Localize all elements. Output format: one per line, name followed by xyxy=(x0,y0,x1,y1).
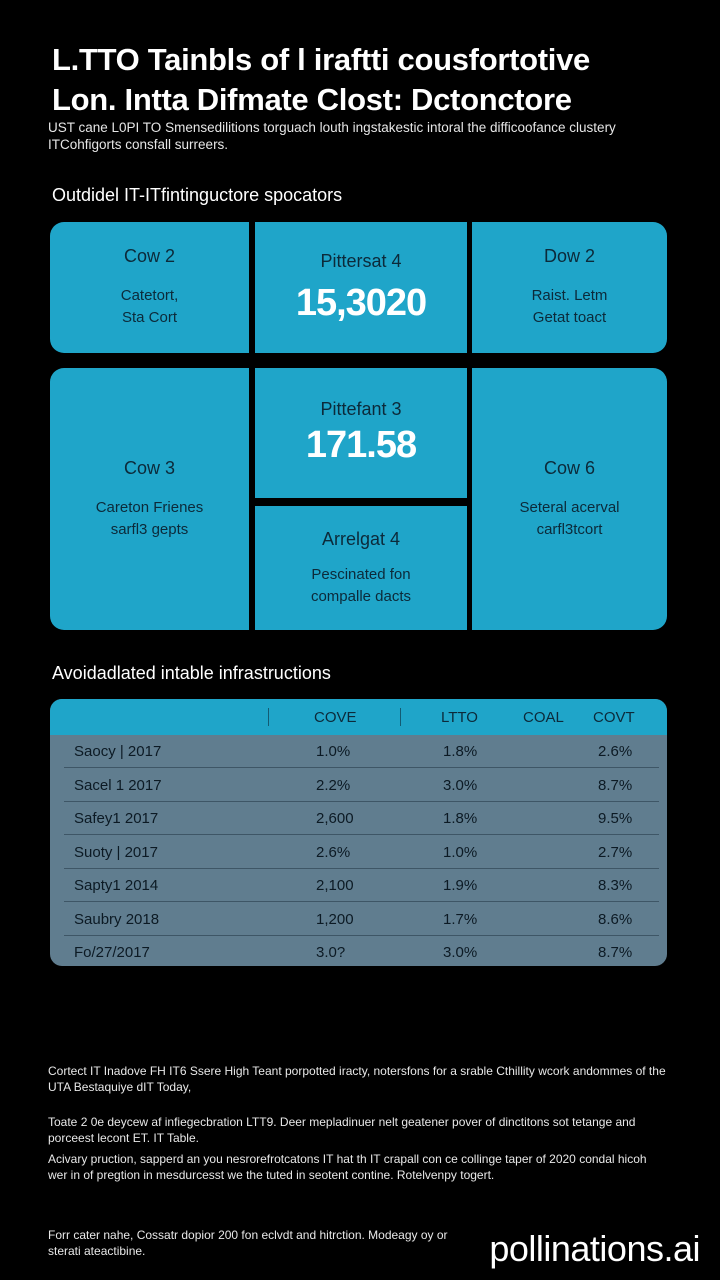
stat-card-pittefant-3: Pittefant 3 171.58 xyxy=(255,368,467,498)
table-cell: 1.8% xyxy=(443,743,478,760)
table-row: Fo/27/2017 3.0? 3.0% 8.7% xyxy=(50,936,667,966)
card-value: 171.58 xyxy=(305,424,417,466)
table-row: Sapty1 2014 2,100 1.9% 8.3% xyxy=(50,869,667,902)
card-description: Catetort, Sta Cort xyxy=(120,287,179,326)
table-cell: 2.6% xyxy=(316,843,351,861)
table-cell: 3.0% xyxy=(443,944,478,961)
header-separator xyxy=(268,708,269,726)
card-label: Pittersat 4 xyxy=(320,250,402,271)
row-divider xyxy=(64,767,659,768)
row-divider xyxy=(64,901,659,902)
table-cell: Saubry 2018 xyxy=(74,910,160,928)
card-label: Pittefant 3 xyxy=(320,399,402,419)
table-cell: 8.7% xyxy=(598,944,633,961)
table-cell: 1.7% xyxy=(443,910,478,928)
stat-card-cow-2: Cow 2 Catetort, Sta Cort xyxy=(50,222,249,353)
footer-paragraph-4: Forr cater nahe, Cossatr dopior 200 fon … xyxy=(48,1228,448,1258)
table-cell: Sapty1 2014 xyxy=(74,877,159,894)
table-cell: 2,600 xyxy=(316,810,354,827)
stat-card-arrelgat-4: Arrelgat 4 Pescinated fon compalle dacts xyxy=(255,506,467,630)
watermark-logo: pollinations.ai xyxy=(489,1228,700,1269)
card-description: Careton Frienes sarfl3 gepts xyxy=(95,498,204,538)
table-cell: 1,200 xyxy=(316,910,354,928)
card-label: Cow 2 xyxy=(123,246,176,266)
page-title: L.TTO Tainbls of l iraftti cousfortotive… xyxy=(52,40,692,120)
table-row: Saocy | 2017 1.0% 1.8% 2.6% xyxy=(50,735,667,768)
row-divider xyxy=(64,867,659,869)
table-row: Safey1 2017 2,600 1.8% 9.5% xyxy=(50,802,667,835)
table-cell: Suoty | 2017 xyxy=(74,843,158,861)
header-separator xyxy=(400,708,401,726)
column-header: COVT xyxy=(593,709,635,726)
card-value: 15,3020 xyxy=(295,281,427,324)
table-cell: 2.2% xyxy=(316,776,351,794)
table-cell: 1.9% xyxy=(443,877,478,894)
title-line-2: Lon. Intta Difmate Clost: Dctonctore xyxy=(52,82,572,117)
data-table: COVE LTTO COAL COVT Saocy | 2017 1.0% 1.8%… xyxy=(50,699,667,966)
card-label: Cow 3 xyxy=(123,457,176,478)
column-header: LTTO xyxy=(441,709,478,726)
section-heading-infrastructions: Avoidadlated intable infrastructions xyxy=(52,663,331,683)
table-cell: Fo/27/2017 xyxy=(74,944,150,961)
title-line-1: L.TTO Tainbls of l iraftti cousfortotive xyxy=(52,42,590,77)
column-header: COVE xyxy=(314,709,357,726)
table-row: Sacel 1 2017 2.2% 3.0% 8.7% xyxy=(50,769,667,802)
row-divider xyxy=(64,800,659,802)
footer-paragraph-1: Cortect IT Inadove FH IT6 Ssere High Tea… xyxy=(48,1064,666,1094)
table-cell: 3.0? xyxy=(316,944,346,961)
stat-card-pittersat-4: Pittersat 4 15,3020 xyxy=(255,222,467,353)
footer-paragraph-3: Acivary pruction, sapperd an you nesrore… xyxy=(48,1152,647,1182)
table-cell: 1.0% xyxy=(443,843,478,861)
table-cell: Safey1 2017 xyxy=(74,810,159,827)
card-label: Cow 6 xyxy=(543,457,596,478)
table-cell: 2,100 xyxy=(316,877,354,894)
table-cell: Sacel 1 2017 xyxy=(74,776,162,794)
row-divider xyxy=(64,834,659,835)
row-divider xyxy=(64,934,659,936)
table-cell: 1.8% xyxy=(443,810,478,827)
table-cell: 8.3% xyxy=(598,877,633,894)
table-cell: 8.6% xyxy=(598,910,633,928)
stat-card-cow-3: Cow 3 Careton Frienes sarfl3 gepts xyxy=(50,368,249,630)
table-header: COVE LTTO COAL COVT xyxy=(50,699,667,735)
card-description: Raist. Letm Getat toact xyxy=(531,287,608,326)
column-header: COAL xyxy=(523,709,564,726)
card-label: Arrelgat 4 xyxy=(321,528,401,549)
stat-card-dow-2: Dow 2 Raist. Letm Getat toact xyxy=(472,222,667,353)
card-description: Pescinated fon compalle dacts xyxy=(310,565,412,605)
table-cell: 9.5% xyxy=(598,810,633,827)
footer-paragraph-2: Toate 2 0e deycew af infiegecbration LTT… xyxy=(48,1115,636,1145)
table-cell: 2.6% xyxy=(598,743,633,760)
card-description: Seteral acerval carfl3tcort xyxy=(519,498,620,538)
table-row: Saubry 2018 1,200 1.7% 8.6% xyxy=(50,903,667,936)
page-subtitle: UST cane L0PI TO Smensedilitions torguac… xyxy=(48,120,616,152)
section-heading-specs: Outdidel IT-ITfintinguctore spocators xyxy=(52,185,343,205)
table-cell: Saocy | 2017 xyxy=(74,743,162,760)
stat-card-cow-6: Cow 6 Seteral acerval carfl3tcort xyxy=(472,368,667,630)
table-row: Suoty | 2017 2.6% 1.0% 2.7% xyxy=(50,836,667,869)
table-cell: 8.7% xyxy=(598,776,633,794)
table-cell: 1.0% xyxy=(316,743,351,760)
table-cell: 2.7% xyxy=(598,843,633,861)
table-cell: 3.0% xyxy=(443,776,478,794)
card-label: Dow 2 xyxy=(543,246,596,266)
